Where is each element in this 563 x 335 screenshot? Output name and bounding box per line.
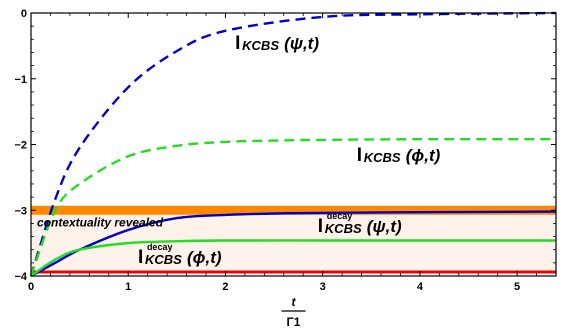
annotation-subscript: KCBS xyxy=(325,221,362,236)
x-tick-label: 2 xyxy=(222,281,228,293)
y-tick-label: −4 xyxy=(14,271,27,283)
series-line-3 xyxy=(30,210,557,278)
axes: 0 1 2 3 4 5 0 −1 −2 −3 −4 xyxy=(14,8,557,293)
x-axis-label-denominator: Γ1 xyxy=(287,315,301,329)
annotation-subscript: KCBS xyxy=(364,150,401,165)
y-tick-label: 0 xyxy=(21,8,27,20)
series-annotation-1: I KCBS (ψ,t) xyxy=(235,33,319,54)
annotation-symbol: I xyxy=(138,247,143,268)
annotation-symbol: I xyxy=(235,33,240,54)
annotation-arguments: (ϕ,t) xyxy=(187,248,222,267)
x-tick-label: 3 xyxy=(320,281,326,293)
annotation-arguments: (ψ,t) xyxy=(367,217,402,236)
annotation-subscript: KCBS xyxy=(145,252,182,267)
x-tick-label: 5 xyxy=(514,281,520,293)
y-tick-label: −2 xyxy=(14,140,27,152)
series-annotation-2: I KCBS (ϕ,t) xyxy=(357,145,441,166)
annotation-superscript: decay xyxy=(327,211,353,221)
annotation-symbol: I xyxy=(357,145,362,166)
x-tick-label: 1 xyxy=(125,281,131,293)
y-tick-label: −3 xyxy=(14,205,27,217)
series-line-2 xyxy=(29,137,557,277)
x-axis-label-numerator: t xyxy=(292,295,297,309)
annotation-arguments: (ϕ,t) xyxy=(406,146,441,165)
annotation-arguments: (ψ,t) xyxy=(284,34,319,53)
annotation-superscript: decay xyxy=(147,242,173,252)
annotation-subscript: KCBS xyxy=(242,38,279,53)
series-line-1 xyxy=(29,11,557,277)
series-line-4 xyxy=(30,239,556,278)
plot-area xyxy=(29,11,557,278)
band-label: contextuality revealed xyxy=(37,216,164,230)
annotation-symbol: I xyxy=(318,216,323,237)
y-tick-label: −1 xyxy=(14,74,27,86)
x-tick-label: 0 xyxy=(28,281,34,293)
x-tick-label: 4 xyxy=(417,281,424,293)
